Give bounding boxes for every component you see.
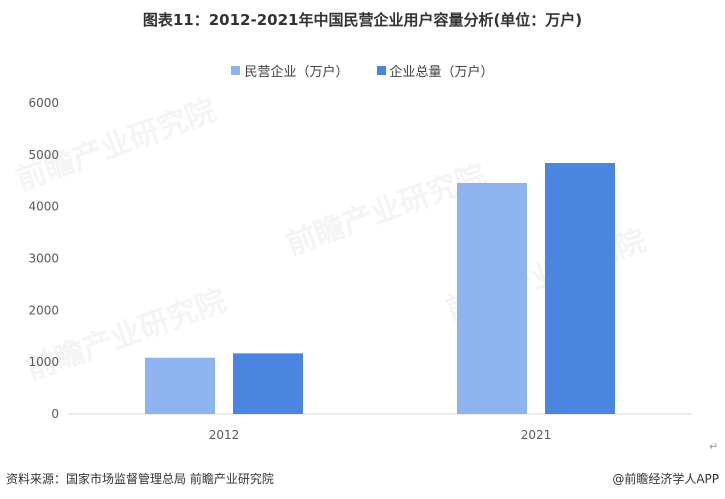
legend-label-private: 民营企业（万户） [244, 65, 349, 80]
chart-legend: 民营企业（万户） 企业总量（万户） [0, 61, 725, 80]
y-tick-label: 3000 [28, 252, 59, 266]
y-tick-label: 6000 [28, 96, 59, 110]
y-tick-label: 5000 [28, 148, 59, 162]
legend-swatch-private [231, 66, 241, 75]
y-tick-label: 0 [51, 407, 59, 421]
y-tick-label: 2000 [28, 303, 59, 317]
legend-swatch-total [376, 66, 386, 75]
legend-item-total: 企业总量（万户） [376, 61, 494, 80]
x-tick-label: 2012 [209, 428, 240, 442]
bar-total-2021 [545, 163, 615, 414]
legend-label-total: 企业总量（万户） [389, 65, 494, 80]
legend-item-private: 民营企业（万户） [231, 61, 349, 80]
return-glyph: ↵ [709, 440, 719, 453]
bar-private-2012 [145, 357, 215, 414]
x-tick-label: 2021 [521, 428, 552, 442]
bar-private-2021 [457, 182, 527, 414]
bar-total-2012 [233, 353, 303, 414]
chart-title: 图表11：2012-2021年中国民营企业用户容量分析(单位：万户) [142, 11, 583, 29]
y-tick-label: 4000 [28, 200, 59, 214]
source-note: 资料来源：国家市场监督管理总局 前瞻产业研究院 [6, 472, 274, 486]
credit-note: @前瞻经济学人APP [612, 472, 719, 486]
y-tick-label: 1000 [28, 355, 59, 369]
